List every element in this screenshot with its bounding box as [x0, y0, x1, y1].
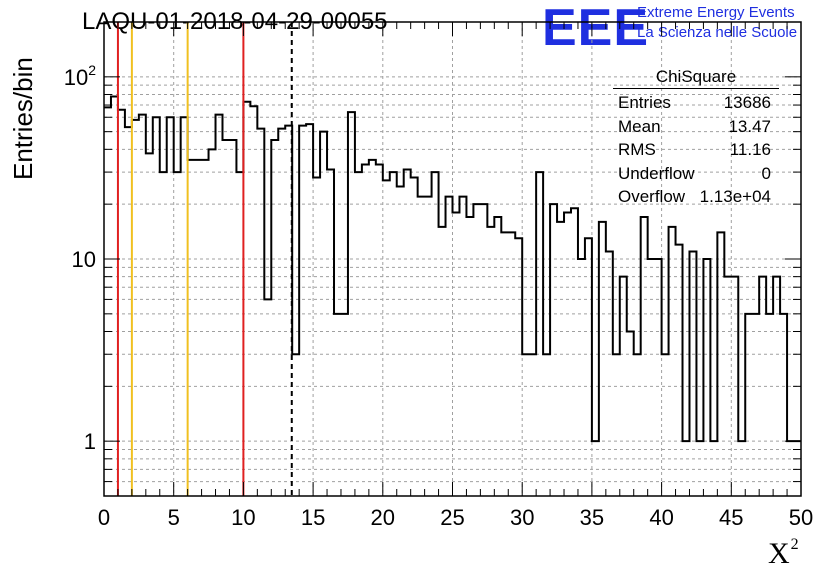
logo-line-2: La Scienza nelle Scuole — [637, 24, 798, 41]
x-tick-label: 10 — [231, 505, 255, 530]
logo-line-1: Extreme Energy Events — [637, 4, 795, 21]
x-tick-label: 30 — [510, 505, 534, 530]
y-tick-label: 10 — [72, 247, 96, 272]
stats-row-entries: Entries 13686 — [618, 93, 771, 112]
x-tick-label: 5 — [168, 505, 180, 530]
stats-row-underflow: Underflow 0 — [618, 163, 771, 183]
y-tick-label: 102 — [64, 62, 96, 90]
stats-title: ChiSquare — [613, 66, 779, 89]
x-tick-label: 0 — [98, 505, 110, 530]
x-tick-label: 20 — [371, 505, 395, 530]
x-tick-label: 25 — [440, 505, 464, 530]
x-tick-label: 40 — [649, 505, 673, 530]
stats-row-rms: RMS 11.16 — [618, 140, 771, 159]
x-tick-label: 35 — [580, 505, 604, 530]
x-axis-label: X2 — [768, 536, 799, 570]
stats-box: ChiSquare Entries 13686 Mean 13.47 RMS 11.1… — [613, 66, 779, 209]
stats-row-overflow: Overflow 1.13e+04 — [618, 187, 771, 206]
x-tick-label: 45 — [719, 505, 743, 530]
stats-row-mean: Mean 13.47 — [618, 116, 771, 136]
histogram-series — [104, 95, 801, 443]
logo-mark: EEE — [542, 0, 650, 57]
x-tick-label: 15 — [301, 505, 325, 530]
y-tick-label: 1 — [84, 429, 96, 454]
x-tick-label: 50 — [789, 505, 813, 530]
